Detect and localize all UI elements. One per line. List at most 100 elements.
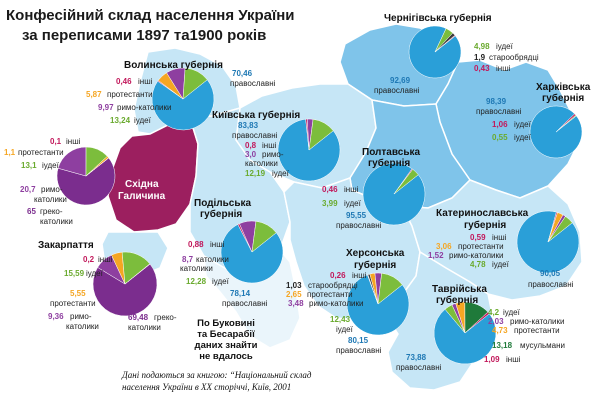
- kyiv-value-rcatholic: 3,0: [245, 150, 257, 159]
- kyiv-label-rcatholic-1: римо-: [262, 150, 284, 159]
- region-name-kyiv: Київська губернія: [212, 109, 300, 121]
- kharkiv-label-2: іудеї: [514, 133, 532, 142]
- pie-charts: [56, 25, 583, 365]
- region-name-tavria-2: губернія: [436, 294, 478, 306]
- galicia-label-gcatholic-2: католики: [40, 217, 73, 226]
- chernihiv-label-orthodox: православні: [374, 86, 420, 95]
- pie-slice-east-galicia-roman-catholic: [57, 146, 87, 177]
- pie-podillia: [220, 220, 284, 284]
- source-line-1: Дані подаються за книгою: “Національний …: [121, 370, 312, 380]
- kharkiv-label-1: іудеї: [514, 120, 532, 129]
- podillia-value-rcatholic: 8,7: [182, 255, 194, 264]
- poltava-label-orthodox: православні: [336, 221, 382, 230]
- title-line-1: Конфесійний склад населення України: [6, 7, 295, 24]
- zakarpattia-label-gcatholic-1: греко-: [154, 313, 177, 322]
- katerynoslav-value-jewish: 4,78: [470, 260, 486, 269]
- katerynoslav-value-rcatholic: 1,52: [428, 251, 444, 260]
- volyn-label-rcatholic: римо-католики: [117, 103, 171, 112]
- pie-slice-tavria-orthodox: [433, 308, 497, 365]
- zakarpattia-value-protestant: 5,55: [70, 289, 86, 298]
- kharkiv-value-orthodox: 98,39: [486, 97, 507, 106]
- volyn-label-orthodox: православні: [230, 79, 276, 88]
- pie-slice-tavria-other: [464, 311, 490, 334]
- podillia-label-jewish: іудеї: [212, 277, 230, 286]
- pie-slice-zakarpattia-other: [124, 263, 151, 285]
- region-name-kherson-2: губернія: [354, 259, 396, 271]
- label-volyn: Волинська губернія 70,46 православні 0,4…: [86, 59, 276, 125]
- zakarpattia-value-gcatholic: 69,48: [128, 313, 149, 322]
- pie-east-galicia: [56, 146, 116, 206]
- kherson-value-oldbeliever: 1,03: [286, 281, 302, 290]
- region-east-galicia: [107, 117, 199, 233]
- galicia-label-protestant: протестанти: [18, 148, 64, 157]
- kharkiv-label-orthodox: православні: [476, 107, 522, 116]
- label-chernihiv: Чернігівська губернія 4,98 іудеї 1,9 ста…: [374, 12, 539, 95]
- chernihiv-value-oldbeliever: 1,9: [474, 53, 486, 62]
- galicia-label-other: інші: [66, 137, 81, 146]
- region-name-kharkiv-1: Харківська: [536, 82, 591, 93]
- region-name-kharkiv-2: губернія: [542, 92, 584, 104]
- label-katerynoslav: Катеринославська губернія 0,59 інші 3,06…: [428, 208, 574, 289]
- region-name-zakarpattia: Закарпаття: [38, 240, 94, 251]
- pie-poltava: [362, 162, 426, 226]
- podillia-label-rcatholic-1: католики: [196, 255, 229, 264]
- label-zakarpattia: Закарпаття 0,2 інші 15,59 іудеї 5,55 про…: [38, 240, 177, 332]
- katerynoslav-value-other: 0,59: [470, 233, 486, 242]
- kherson-value-rcatholic: 3,48: [288, 299, 304, 308]
- galicia-label-rcatholic-1: римо-: [41, 185, 63, 194]
- kherson-label-orthodox: православні: [336, 346, 382, 355]
- katerynoslav-label-other: інші: [492, 233, 507, 242]
- kherson-label-protestant: протестанти: [307, 290, 353, 299]
- poltava-label-other: інші: [344, 185, 359, 194]
- pie-slice-kherson-jewish: [377, 272, 403, 305]
- tavria-value-orthodox: 73,88: [406, 353, 427, 362]
- zakarpattia-label-rcatholic-1: римо-: [70, 312, 92, 321]
- pie-slice-volyn-orthodox: [151, 79, 215, 131]
- poltava-value-other: 0,46: [322, 185, 338, 194]
- poltava-value-jewish: 3,99: [322, 199, 338, 208]
- pie-zakarpattia: [92, 251, 158, 317]
- tavria-value-protestant: 4,73: [492, 326, 508, 335]
- note-line-4: не вдалось: [199, 351, 253, 362]
- tavria-value-jewish: 4,2: [488, 308, 500, 317]
- kherson-value-orthodox: 80,15: [348, 336, 369, 345]
- pie-slice-podillia-jewish: [251, 220, 277, 253]
- podillia-label-orthodox: православні: [222, 299, 268, 308]
- pie-slice-chernihiv-other: [434, 34, 456, 53]
- zakarpattia-label-rcatholic-2: католики: [66, 322, 99, 331]
- region-name-katerynoslav-1: Катеринославська: [436, 208, 529, 219]
- katerynoslav-label-orthodox: православні: [528, 280, 574, 289]
- kherson-value-protestant: 2,65: [286, 290, 302, 299]
- kherson-label-jewish: іудеї: [336, 325, 354, 334]
- region-name-poltava-2: губернія: [368, 157, 410, 169]
- katerynoslav-value-orthodox: 90,05: [540, 269, 561, 278]
- region-name-galicia-2: Галичина: [118, 191, 166, 202]
- chernihiv-label-other: інші: [496, 64, 511, 73]
- volyn-label-other: інші: [138, 77, 153, 86]
- kyiv-label-orthodox: православні: [232, 131, 278, 140]
- zakarpattia-value-jewish: 15,59: [64, 269, 85, 278]
- kyiv-value-orthodox: 83,83: [238, 121, 259, 130]
- pie-slice-kherson-orthodox: [346, 274, 410, 336]
- tavria-label-orthodox: православні: [396, 363, 442, 372]
- pie-slice-kharkiv-jewish: [555, 114, 577, 133]
- volyn-label-protestant: протестанти: [107, 90, 153, 99]
- galicia-label-jewish: іудеї: [42, 161, 60, 170]
- katerynoslav-label-protestant: протестанти: [458, 242, 504, 251]
- galicia-label-rcatholic-2: католики: [34, 195, 67, 204]
- chernihiv-label-oldbeliever: старообрядці: [489, 53, 539, 62]
- poltava-label-jewish: іудеї: [344, 199, 362, 208]
- region-name-podillia-1: Подільська: [194, 198, 252, 209]
- zakarpattia-value-rcatholic: 9,36: [48, 312, 64, 321]
- source-line-2: населення України в ХХ сторіччі, Київ, 2…: [122, 382, 291, 392]
- zakarpattia-label-other: інші: [98, 255, 113, 264]
- galicia-label-gcatholic-1: греко-: [40, 207, 63, 216]
- chernihiv-label-jewish: іудеї: [496, 42, 514, 51]
- tavria-label-protestant: протестанти: [514, 326, 560, 335]
- tavria-label-muslim: мусульмани: [520, 341, 565, 350]
- podillia-value-jewish: 12,28: [186, 277, 207, 286]
- kherson-label-oldbeliever: старообрядці: [308, 281, 358, 290]
- title-line-2: за переписами 1897 та1900 років: [22, 27, 266, 44]
